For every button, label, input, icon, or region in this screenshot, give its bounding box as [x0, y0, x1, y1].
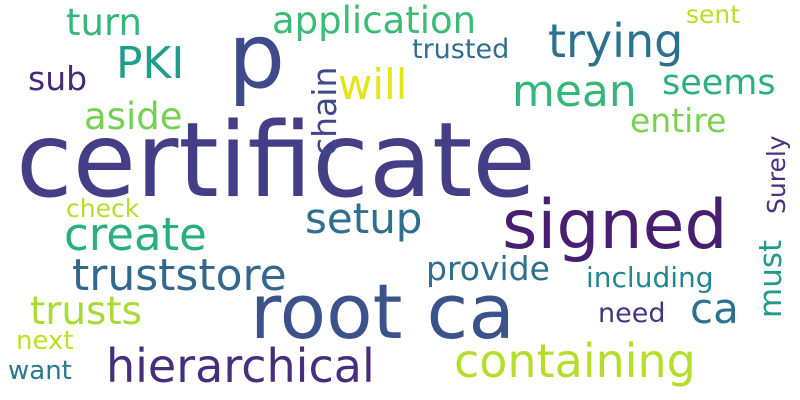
- word-containing: containing: [454, 334, 696, 388]
- word-sent: sent: [686, 0, 741, 29]
- word-certificate: certificate: [16, 101, 536, 221]
- word-create: create: [64, 208, 207, 261]
- word-trusted: trusted: [412, 34, 510, 65]
- word-want: want: [8, 356, 72, 386]
- word-p: p: [228, 4, 286, 109]
- word-provide: provide: [426, 249, 550, 288]
- word-next: next: [16, 326, 74, 356]
- word-truststore: truststore: [72, 250, 287, 301]
- word-root-ca: root ca: [250, 267, 515, 356]
- word-ca: ca: [690, 284, 739, 333]
- word-aside: aside: [84, 95, 183, 138]
- word-application: application: [272, 0, 477, 42]
- word-setup: setup: [305, 194, 423, 243]
- word-will: will: [338, 60, 408, 109]
- word-entire: entire: [630, 101, 727, 140]
- word-hierarchical: hierarchical: [106, 339, 375, 393]
- word-chain: chain: [305, 66, 344, 156]
- word-seems: seems: [662, 63, 776, 103]
- word-mean: mean: [512, 66, 637, 117]
- word-must: must: [753, 239, 789, 318]
- word-signed: signed: [502, 186, 728, 265]
- word-trying: trying: [548, 14, 684, 68]
- word-including: including: [586, 261, 714, 294]
- word-pki: PKI: [116, 38, 185, 89]
- word-sub: sub: [28, 59, 88, 98]
- word-turn: turn: [66, 1, 142, 44]
- word-surely: Surely: [762, 135, 791, 214]
- word-check: check: [66, 194, 140, 223]
- word-need: need: [598, 298, 666, 329]
- word-trusts: trusts: [30, 289, 142, 334]
